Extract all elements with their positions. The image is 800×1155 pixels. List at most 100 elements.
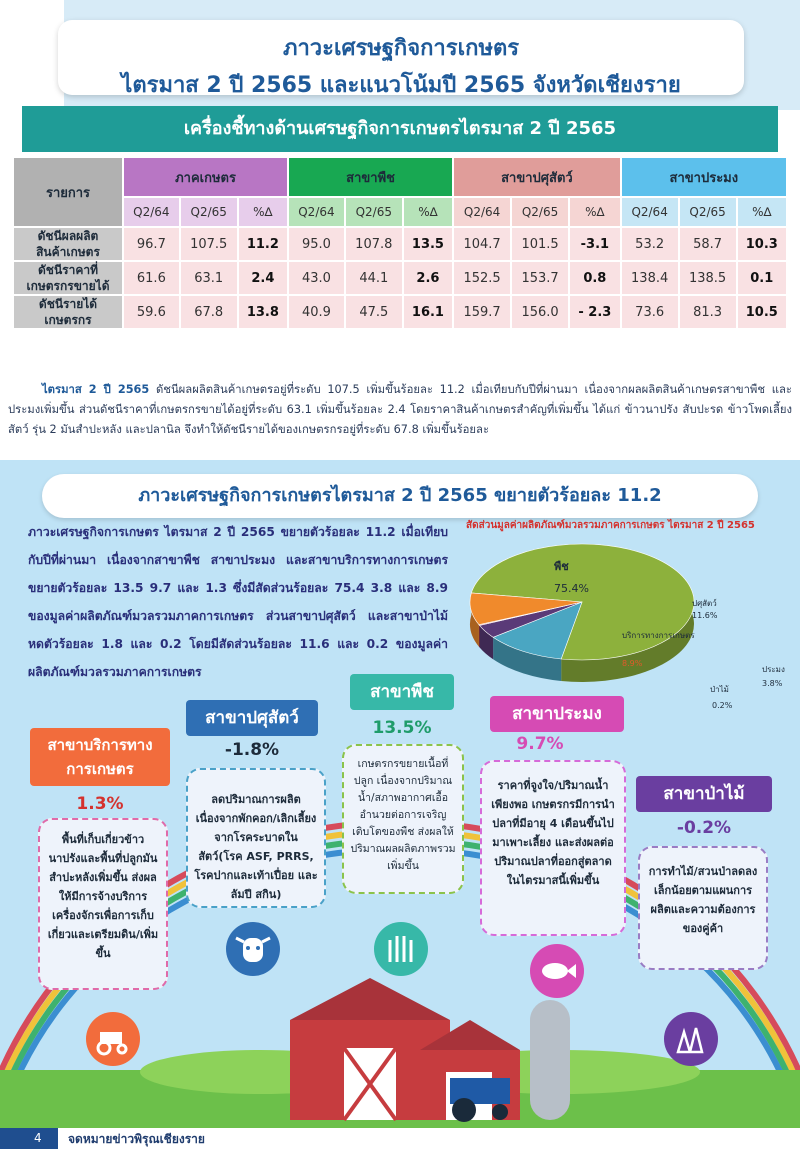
pie-slice-label: พืช (554, 560, 569, 573)
tag-service: สาขาบริการทาง การเกษตร (30, 728, 170, 786)
pie-slice-side (470, 592, 479, 647)
pie-chart: พืช 75.4% ปศุสัตว์ 11.6% ประมง 3.8% ป่าไม้ 0.2%… (469, 543, 785, 710)
table-cell: 2.6 (401, 260, 455, 296)
table-cell: 10.3 (735, 226, 789, 262)
table-cell: 73.6 (619, 294, 680, 330)
pie-slice-value: 11.6% (692, 611, 718, 620)
economy-paragraph: ภาวะเศรษฐกิจการเกษตร ไตรมาส 2 ปี 2565 ขย… (28, 525, 448, 679)
tractor-icon (86, 1012, 140, 1066)
sector-header-livestock: สาขาปศุสัตว์ (452, 156, 622, 198)
sector-header-fishery: สาขาประมง (619, 156, 789, 198)
pie-slice-side (493, 637, 562, 681)
sub-header: Q2/64 (287, 196, 346, 228)
table-cell: 2.4 (236, 260, 290, 296)
table-cell: 153.7 (510, 260, 571, 296)
sub-header: Q2/64 (619, 196, 680, 228)
summary-paragraph: ไตรมาส 2 ปี 2565 ดัชนีผลผลิตสินค้าเกษตรอ… (2, 380, 798, 440)
table-cell: 13.8 (236, 294, 290, 330)
pie-slice-value: 75.4% (554, 582, 589, 595)
table-cell: 63.1 (178, 260, 239, 296)
sub-header: Q2/64 (122, 196, 181, 228)
table-cell: 101.5 (510, 226, 571, 262)
indicator-rows: ดัชนีผลผลิต สินค้าเกษตร 96.7 107.5 11.2 95.0 1… (12, 226, 789, 330)
trees-icon (664, 1012, 718, 1066)
table-cell: 44.1 (343, 260, 404, 296)
row-label-line2: สินค้าเกษตร (36, 245, 100, 259)
table-cell: 67.8 (178, 294, 239, 330)
table-cell: 13.5 (401, 226, 455, 262)
row-label-line2: เกษตรกร (44, 313, 92, 327)
table-cell: 16.1 (401, 294, 455, 330)
desc-livestock: ลดปริมาณการผลิตเนื่องจากพักคอก/เลิกเลี้ย… (186, 768, 326, 908)
pct-forest: -0.2% (676, 818, 732, 838)
wheat-icon (374, 922, 428, 976)
sub-header: %∆ (236, 196, 290, 228)
desc-forest: การทำไม้/สวนป่าลดลงเล็กน้อยตามแผนการผลิต… (638, 846, 768, 970)
pie-slice-label: ปศุสัตว์ (692, 598, 717, 608)
sub-header: %∆ (568, 196, 622, 228)
pie-slice-value: 8.9% (622, 659, 643, 668)
indicator-table: รายการ ภาคเกษตร สาขาพืช สาขาปศุสัตว์ สาข… (12, 156, 789, 330)
tag-service-line1: สาขาบริการทาง (47, 736, 153, 754)
pie-slice-label: บริการทางการเกษตร (622, 631, 695, 640)
sub-header: Q2/65 (343, 196, 404, 228)
pie-slice-label: ประมง (762, 665, 785, 674)
desc-crop: เกษตรกรขยายเนื้อที่ปลูก เนื่องจากปริมาณน… (342, 744, 464, 894)
pie-slice-side (479, 625, 494, 660)
table-cell: 156.0 (510, 294, 571, 330)
pct-livestock: -1.8% (224, 740, 280, 760)
table-cell: 104.7 (452, 226, 513, 262)
table-cell: 43.0 (287, 260, 346, 296)
table-cell: 11.2 (236, 226, 290, 262)
pie-slice-value: 3.8% (762, 679, 783, 688)
pie-slice (469, 592, 583, 626)
row-label: ดัชนีผลผลิตสินค้าเกษตร (12, 226, 124, 262)
table-row: ดัชนีราคาที่ เกษตรกรขายได้ 61.6 63.1 2.4 43.0… (12, 260, 789, 296)
row-label-line1: ดัชนีรายได้ (38, 297, 98, 311)
tag-livestock: สาขาปศุสัตว์ (186, 700, 318, 736)
table-cell: 96.7 (122, 226, 181, 262)
sub-header: Q2/65 (677, 196, 738, 228)
table-cell: 0.8 (568, 260, 622, 296)
table-cell: 0.1 (735, 260, 789, 296)
pct-crop: 13.5% (372, 718, 432, 738)
col-label-header: รายการ (12, 156, 124, 228)
summary-lead: ไตรมาส 2 ปี 2565 (42, 383, 150, 396)
pie-slice-label: ป่าไม้ (710, 685, 729, 694)
newsletter-name: จดหมายข่าวพิรุณเชียงราย (68, 1132, 205, 1146)
row-label-line1: ดัชนีผลผลิต (37, 229, 99, 243)
pie-slice (492, 601, 583, 660)
table-cell: 107.8 (343, 226, 404, 262)
tag-forest: สาขาป่าไม้ (636, 776, 772, 812)
page-number: 4 (0, 1128, 58, 1149)
sector-header-crop: สาขาพืช (287, 156, 455, 198)
sub-header: Q2/65 (510, 196, 571, 228)
table-row: ดัชนีรายได้ เกษตรกร 59.6 67.8 13.8 40.9 47.5 16… (12, 294, 789, 330)
pct-service: 1.3% (76, 794, 124, 814)
table-cell: 61.6 (122, 260, 181, 296)
pie-slice (470, 543, 695, 661)
row-label-line1: ดัชนีราคาที่ (38, 263, 98, 277)
sub-header: %∆ (401, 196, 455, 228)
pct-fishery: 9.7% (516, 734, 564, 754)
pie-slice-value: 0.2% (712, 701, 733, 710)
tag-fishery: สาขาประมง (490, 696, 624, 732)
table-cell: 95.0 (287, 226, 346, 262)
table-cell: 138.5 (677, 260, 738, 296)
tag-service-line2: การเกษตร (66, 760, 134, 778)
row-label: ดัชนีราคาที่เกษตรกรขายได้ (12, 260, 124, 296)
page-title-line2: ไตรมาส 2 ปี 2565 และแนวโน้มปี 2565 จังหว… (121, 73, 681, 98)
chart-title: สัดส่วนมูลค่าผลิตภัณฑ์มวลรวมภาคการเกษตร … (466, 520, 755, 531)
row-label-line2: เกษตรกรขายได้ (26, 279, 110, 293)
pie-slice-side (478, 624, 480, 648)
table-cell: 159.7 (452, 294, 513, 330)
desc-service: พื้นที่เก็บเกี่ยวข้าวนาปรังและพื้นที่ปลู… (38, 818, 168, 990)
indicator-heading: เครื่องชี้ทางด้านเศรษฐกิจการเกษตรไตรมาส … (22, 106, 778, 152)
desc-fishery: ราคาที่จูงใจ/ปริมาณน้ำเพียงพอ เกษตรกรมีก… (480, 760, 626, 936)
table-cell: 152.5 (452, 260, 513, 296)
table-row: ดัชนีผลผลิต สินค้าเกษตร 96.7 107.5 11.2 95.0 1… (12, 226, 789, 262)
table-cell: 81.3 (677, 294, 738, 330)
sub-header: Q2/65 (178, 196, 239, 228)
table-cell: 107.5 (178, 226, 239, 262)
table-cell: 40.9 (287, 294, 346, 330)
